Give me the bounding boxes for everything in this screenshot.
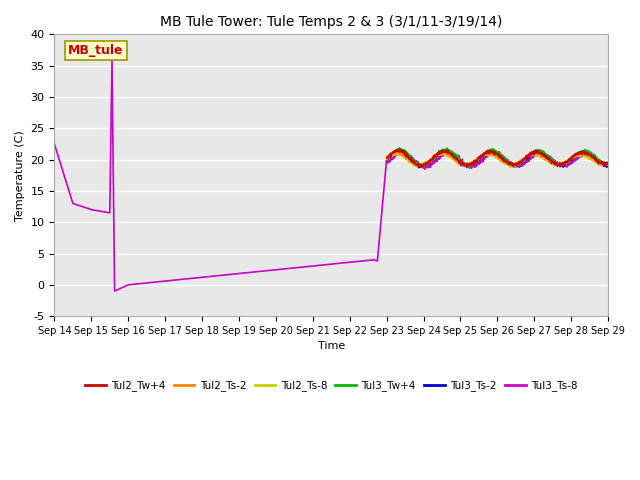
Tul2_Tw+4 bbox=[604, 160, 612, 166]
Legend: Tul2_Tw+4, Tul2_Ts-2, Tul2_Ts-8, Tul3_Tw+4, Tul3_Ts-2, Tul3_Ts-8: Tul2_Tw+4, Tul2_Ts-2, Tul2_Ts-8, Tul3_Tw… bbox=[81, 376, 582, 396]
X-axis label: Time: Time bbox=[317, 341, 345, 351]
Tul3_Ts-8 bbox=[147, 280, 155, 286]
Tul3_Tw+4 bbox=[593, 156, 601, 162]
Tul3_Tw+4 bbox=[534, 148, 541, 154]
Tul2_Ts-2 bbox=[534, 151, 541, 156]
Tul2_Tw+4 bbox=[534, 149, 541, 155]
Tul3_Ts-8 bbox=[604, 162, 612, 168]
Tul3_Ts-2 bbox=[593, 159, 601, 165]
Tul3_Ts-8 bbox=[263, 268, 271, 274]
Tul3_Ts-2 bbox=[604, 162, 612, 168]
Line: Tul3_Ts-8: Tul3_Ts-8 bbox=[54, 61, 608, 291]
Tul3_Ts-8 bbox=[594, 156, 602, 162]
Tul3_Ts-8 bbox=[111, 288, 118, 294]
Tul2_Ts-8 bbox=[604, 159, 612, 165]
Tul2_Ts-2 bbox=[593, 158, 601, 164]
Tul2_Ts-8 bbox=[593, 161, 601, 167]
Tul3_Ts-2 bbox=[534, 151, 541, 157]
Title: MB Tule Tower: Tule Temps 2 & 3 (3/1/11-3/19/14): MB Tule Tower: Tule Temps 2 & 3 (3/1/11-… bbox=[160, 15, 502, 29]
Tul2_Ts-2 bbox=[604, 159, 612, 165]
Tul3_Ts-8 bbox=[108, 58, 116, 64]
Line: Tul2_Ts-8: Tul2_Ts-8 bbox=[387, 152, 608, 168]
Line: Tul3_Ts-2: Tul3_Ts-2 bbox=[387, 152, 608, 168]
Y-axis label: Temperature (C): Temperature (C) bbox=[15, 130, 25, 221]
Tul3_Ts-8 bbox=[51, 141, 58, 147]
Text: MB_tule: MB_tule bbox=[68, 44, 124, 57]
Tul3_Tw+4 bbox=[604, 161, 612, 167]
Tul2_Ts-8 bbox=[534, 153, 541, 158]
Tul2_Tw+4 bbox=[593, 158, 601, 164]
Tul3_Ts-8 bbox=[534, 151, 541, 156]
Line: Tul2_Tw+4: Tul2_Tw+4 bbox=[387, 150, 608, 167]
Line: Tul2_Ts-2: Tul2_Ts-2 bbox=[387, 151, 608, 167]
Line: Tul3_Tw+4: Tul3_Tw+4 bbox=[387, 148, 608, 168]
Tul3_Ts-8 bbox=[114, 287, 122, 292]
Tul3_Ts-8 bbox=[287, 265, 295, 271]
